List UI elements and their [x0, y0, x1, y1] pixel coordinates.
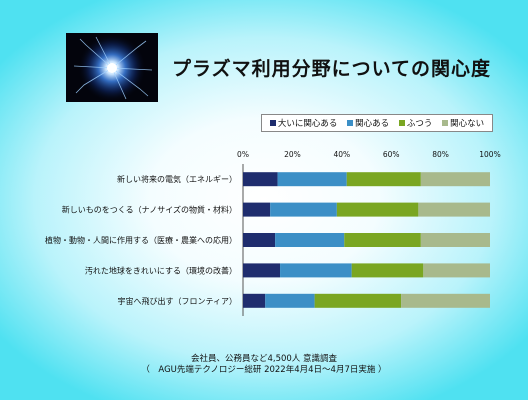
footer-note: 会社員、公務員など4,500人 意識調査 （ AGU先端テクノロジー総研 202… — [0, 354, 528, 376]
x-tick-label: 80% — [432, 150, 449, 159]
chart-legend: 大いに関心ある 関心ある ふつう 関心ない — [261, 114, 493, 132]
x-tick-label: 0% — [237, 150, 249, 159]
bar-segment — [243, 233, 276, 247]
legend-item: ふつう — [398, 117, 433, 129]
legend-item: 関心ある — [347, 117, 389, 129]
bar-segment — [423, 263, 490, 278]
bar-segment — [346, 172, 421, 187]
bar-segment — [280, 263, 352, 278]
category-label: 宇宙へ飛び出す（フロンティア） — [117, 296, 237, 306]
bar-segment — [418, 202, 490, 217]
legend-item: 大いに関心ある — [269, 117, 338, 129]
chart-title: プラズマ利用分野についての関心度 — [172, 58, 492, 80]
legend-label: 関心ある — [355, 119, 390, 129]
bar-segment — [401, 293, 490, 308]
category-label: 汚れた地球をきれいにする（環境の改善） — [85, 265, 237, 275]
x-tick-label: 60% — [383, 150, 400, 159]
footer-line-1: 会社員、公務員など4,500人 意識調査 — [190, 354, 338, 364]
bar-segment — [243, 263, 281, 278]
legend-swatch — [398, 120, 405, 126]
bar-segment — [243, 172, 278, 187]
footer-line-2: （ AGU先端テクノロジー総研 2022年4月4日～4月7日実施 ） — [141, 365, 387, 375]
bar-segment — [265, 293, 315, 308]
bar-segment — [243, 293, 266, 308]
category-label: 新しい将来の電気（エネルギー） — [117, 174, 237, 184]
bar-segment — [336, 202, 419, 217]
plasma-ball-image — [66, 33, 158, 102]
legend-swatch — [269, 120, 276, 126]
legend-item: 関心ない — [442, 117, 484, 129]
legend-label: ふつう — [406, 119, 433, 129]
bar-segment — [420, 172, 490, 187]
x-tick-label: 100% — [479, 150, 500, 159]
bar-segment — [314, 293, 402, 308]
x-tick-label: 40% — [333, 150, 350, 159]
x-tick-label: 20% — [284, 150, 301, 159]
legend-label: 関心ない — [450, 119, 485, 129]
bar-segment — [277, 172, 347, 187]
bar-segment — [275, 233, 345, 247]
bar-segment — [344, 233, 421, 247]
legend-label: 大いに関心ある — [277, 119, 338, 129]
category-label: 植物・動物・人間に作用する（医療・農業への応用） — [45, 235, 237, 245]
bar-segment — [270, 202, 337, 217]
legend-swatch — [347, 120, 354, 126]
bar-segment — [243, 202, 271, 217]
legend-swatch — [442, 120, 449, 126]
bar-segment — [420, 233, 490, 247]
category-label: 新しいものをつくる（ナノサイズの物質・材料） — [62, 205, 237, 215]
bar-segment — [351, 263, 424, 278]
